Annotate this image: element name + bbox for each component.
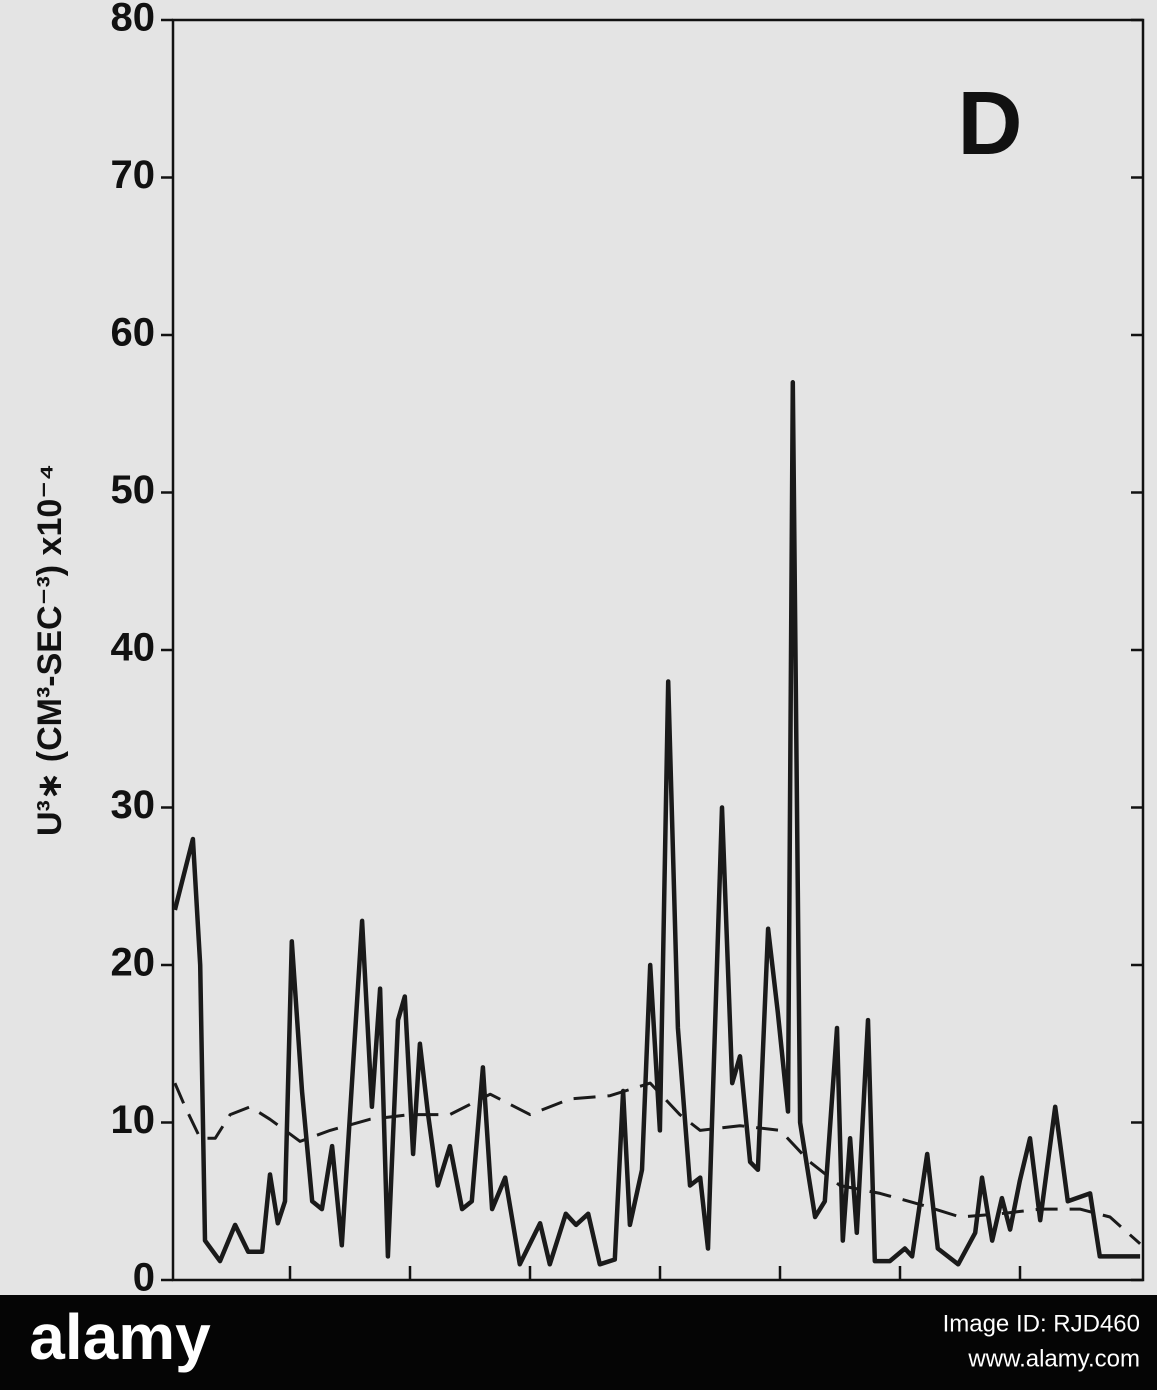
y-tick-label: 0 bbox=[133, 1256, 155, 1300]
y-tick-label: 30 bbox=[111, 783, 156, 827]
y-tick-label: 70 bbox=[111, 153, 156, 197]
y-tick-label: 20 bbox=[111, 941, 156, 985]
dashed-line bbox=[173, 1081, 1142, 1245]
watermark-brand: alamy bbox=[29, 1301, 211, 1373]
y-tick-label: 80 bbox=[111, 0, 156, 40]
y-tick-label: 10 bbox=[111, 1098, 156, 1142]
data-line bbox=[172, 380, 1141, 1267]
y-tick-label: 40 bbox=[111, 626, 156, 670]
panel-label: D bbox=[958, 74, 1023, 174]
y-axis-label: U³∗ (CM³-SEC⁻³) x10⁻⁴ bbox=[31, 464, 69, 836]
x-tick-marks bbox=[288, 1266, 1022, 1280]
y-tick-label: 60 bbox=[111, 311, 156, 355]
footer-bar bbox=[0, 1295, 1157, 1390]
image-id: Image ID: RJD460 bbox=[943, 1310, 1140, 1337]
watermark-url: www.alamy.com bbox=[967, 1345, 1140, 1372]
y-tick-label: 50 bbox=[111, 468, 156, 512]
